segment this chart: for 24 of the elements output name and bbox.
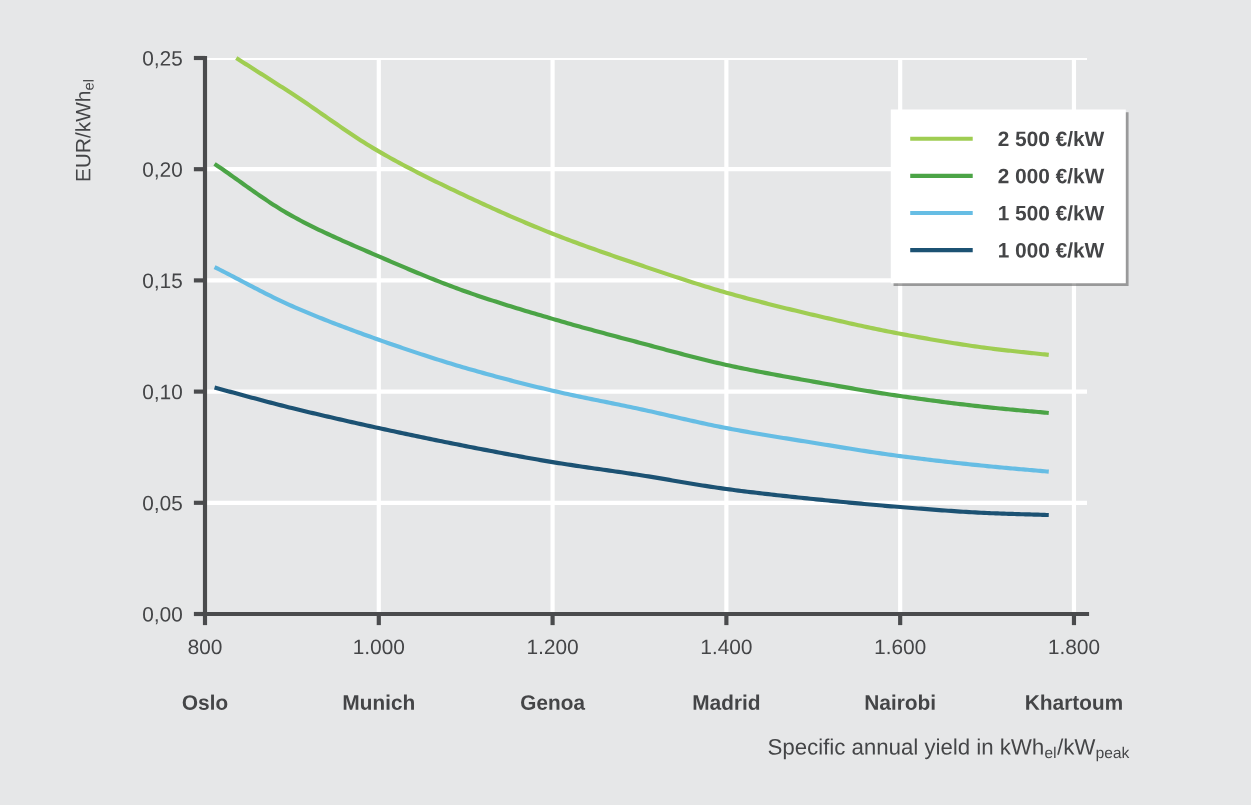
text: Munich bbox=[343, 694, 414, 710]
x-axis-title: Specific annual yield in kWh$_{el}$/kW$_{peak}$ bbox=[768, 738, 1130, 762]
x-tick-label: 1.800 bbox=[1049, 639, 1100, 655]
x-tick-label: 800 bbox=[188, 639, 222, 655]
y-tick-label: 0,05 bbox=[143, 495, 182, 514]
legend-label: 2 000 €/kW bbox=[998, 168, 1105, 184]
y-axis-title: EUR/kWh$_{el}$ bbox=[75, 80, 94, 181]
x-tick-label: 1.000 bbox=[354, 639, 405, 655]
legend-label: 1 500 €/kW bbox=[999, 205, 1105, 221]
y-tick-label: 0,25 bbox=[143, 51, 182, 69]
legend-label: 1 000 €/kW bbox=[999, 242, 1105, 258]
x-tick-label: 1.600 bbox=[875, 639, 926, 655]
y-tick-label: 0,00 bbox=[143, 607, 182, 625]
text: Nairobi bbox=[865, 694, 935, 710]
legend-label: 2 500 €/kW bbox=[998, 130, 1105, 147]
x-tick-label: 1.200 bbox=[528, 639, 578, 655]
text: Khartoum bbox=[1026, 694, 1122, 710]
x-tick-label: 1.400 bbox=[701, 639, 752, 655]
y-tick-label: 0,20 bbox=[143, 162, 182, 180]
y-tick-label: 0,15 bbox=[143, 273, 182, 291]
text: Oslo bbox=[182, 694, 228, 710]
text: Madrid bbox=[693, 694, 760, 710]
text: Genoa bbox=[521, 695, 586, 710]
y-tick-label: 0,10 bbox=[143, 384, 182, 402]
